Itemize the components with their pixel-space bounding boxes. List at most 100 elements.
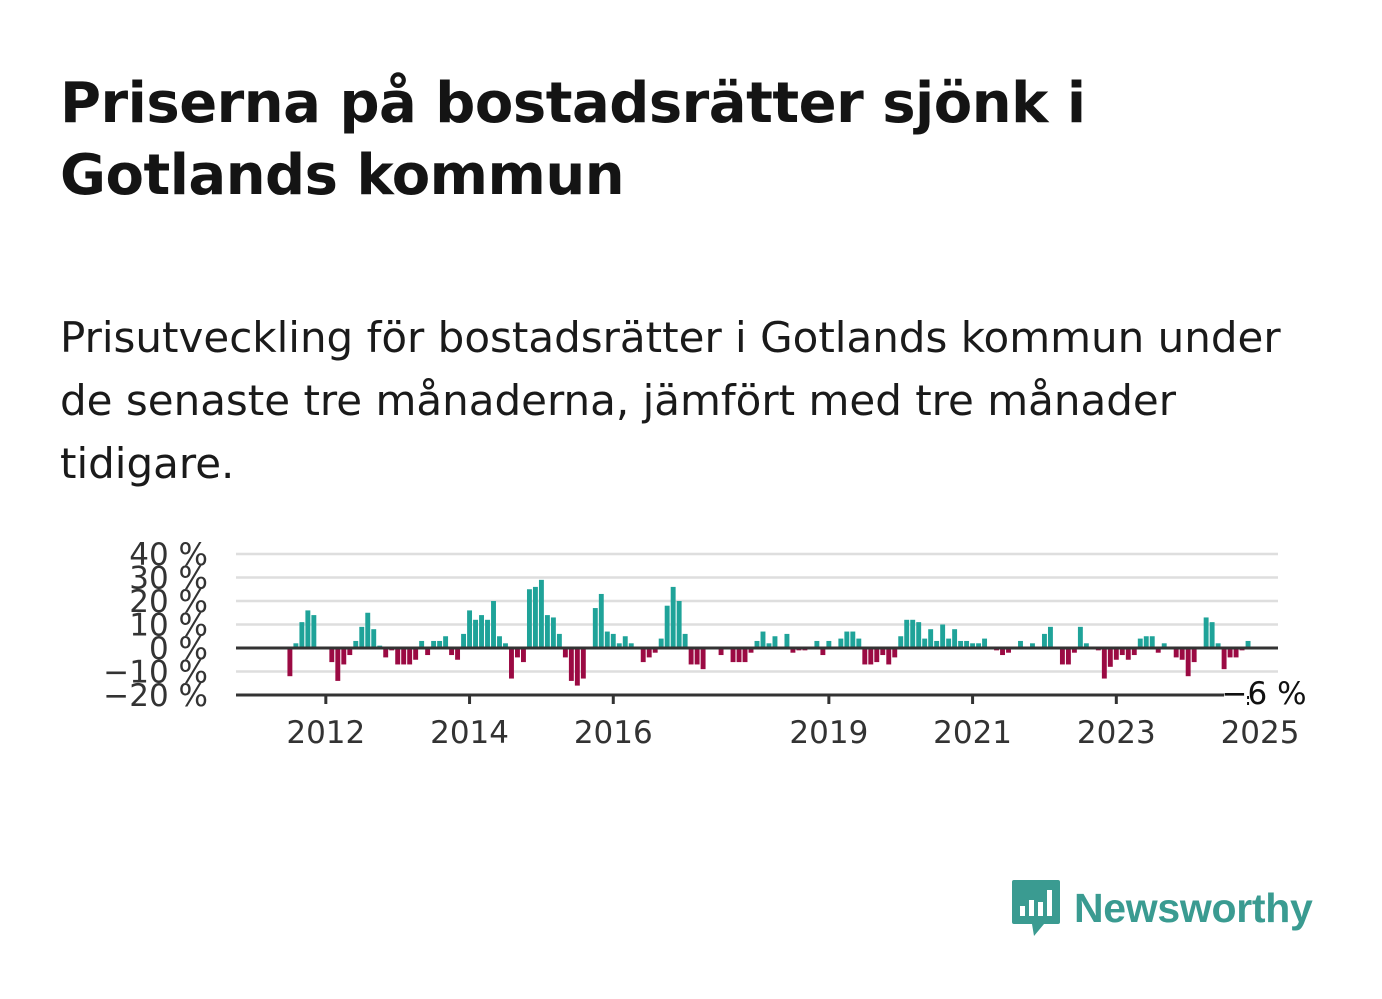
bar <box>616 643 622 648</box>
bar <box>826 640 832 648</box>
chart-bars <box>287 579 1251 686</box>
bar <box>311 615 317 648</box>
bar <box>580 648 586 679</box>
bar <box>479 615 484 648</box>
bar <box>982 638 988 648</box>
bar <box>1101 648 1107 679</box>
bar <box>592 608 598 648</box>
bar <box>1143 636 1149 648</box>
y-tick-label: −10 % <box>103 655 208 691</box>
bar <box>550 617 556 648</box>
bar <box>526 589 532 648</box>
bar <box>838 638 844 648</box>
bar <box>820 648 826 656</box>
bar <box>1131 648 1137 656</box>
bar <box>1233 648 1239 658</box>
bar <box>473 619 478 648</box>
bar <box>676 601 682 648</box>
bar <box>574 648 580 686</box>
bar <box>544 615 550 648</box>
bar <box>1107 648 1113 667</box>
bar <box>1083 643 1089 648</box>
x-tick-label: 2012 <box>286 715 365 751</box>
bar <box>754 640 760 648</box>
bar-chart: −20 %−10 %0 %10 %20 %30 %40 % 2012 2014 201… <box>103 537 1323 751</box>
bar <box>700 648 706 670</box>
bar <box>868 648 874 665</box>
bar <box>305 610 311 648</box>
bar <box>790 648 796 653</box>
bar <box>365 612 371 648</box>
x-tick-label: 2019 <box>789 715 868 751</box>
bar <box>964 640 970 648</box>
bar <box>431 640 437 648</box>
bar <box>718 648 724 656</box>
annotation-background <box>1224 673 1323 713</box>
bar <box>1119 648 1125 656</box>
bar <box>736 648 742 663</box>
bar <box>598 593 604 648</box>
bar <box>886 648 892 665</box>
bar <box>299 622 305 648</box>
bar <box>934 640 940 648</box>
bar <box>449 648 455 656</box>
bar <box>287 648 293 677</box>
bar <box>562 648 568 658</box>
bar <box>1149 636 1155 648</box>
bar <box>646 648 652 658</box>
bar <box>958 640 964 648</box>
bar <box>1221 648 1227 670</box>
bar <box>604 631 610 648</box>
bar <box>1215 643 1221 648</box>
bar <box>748 648 754 653</box>
bar <box>556 633 562 648</box>
bar <box>491 601 496 648</box>
y-tick-label: 0 % <box>149 631 208 667</box>
bar <box>610 633 616 648</box>
y-tick-label: 10 % <box>129 608 208 644</box>
brand-name: Newsworthy <box>1074 884 1313 931</box>
bar <box>970 643 976 648</box>
bar <box>862 648 868 665</box>
bar <box>425 648 431 656</box>
bar <box>952 629 958 648</box>
bar <box>922 638 928 648</box>
bar <box>640 648 646 663</box>
y-tick-label: 40 % <box>129 537 208 573</box>
bar <box>1065 648 1071 665</box>
bar <box>359 626 365 648</box>
bar <box>742 648 748 663</box>
bar <box>892 648 898 658</box>
bar <box>910 619 916 648</box>
annotation-label: −6 % <box>1222 676 1307 712</box>
bar-chart-speech-bubble-icon <box>1012 880 1060 936</box>
bar <box>1179 648 1185 660</box>
bar <box>664 605 670 648</box>
bar <box>1047 626 1053 648</box>
bar <box>532 586 538 648</box>
bar <box>485 619 490 648</box>
bar <box>682 633 688 648</box>
bar <box>658 638 664 648</box>
bar <box>1161 643 1167 648</box>
bar <box>1203 617 1209 648</box>
bar <box>395 648 401 665</box>
bar <box>437 640 443 648</box>
bar <box>413 648 419 660</box>
bar <box>652 648 658 653</box>
bar <box>1191 648 1197 663</box>
bar <box>1137 638 1143 648</box>
bar <box>371 629 377 648</box>
bar <box>497 636 502 648</box>
bar <box>940 624 946 648</box>
x-tick-label: 2025 <box>1221 715 1300 751</box>
bar <box>928 629 934 648</box>
bar <box>568 648 574 681</box>
bar <box>1173 648 1179 658</box>
bar <box>455 648 461 660</box>
chart-axes <box>236 646 1278 704</box>
bar <box>976 643 982 648</box>
bar <box>353 640 359 648</box>
bar <box>772 636 778 648</box>
bar <box>916 622 922 648</box>
